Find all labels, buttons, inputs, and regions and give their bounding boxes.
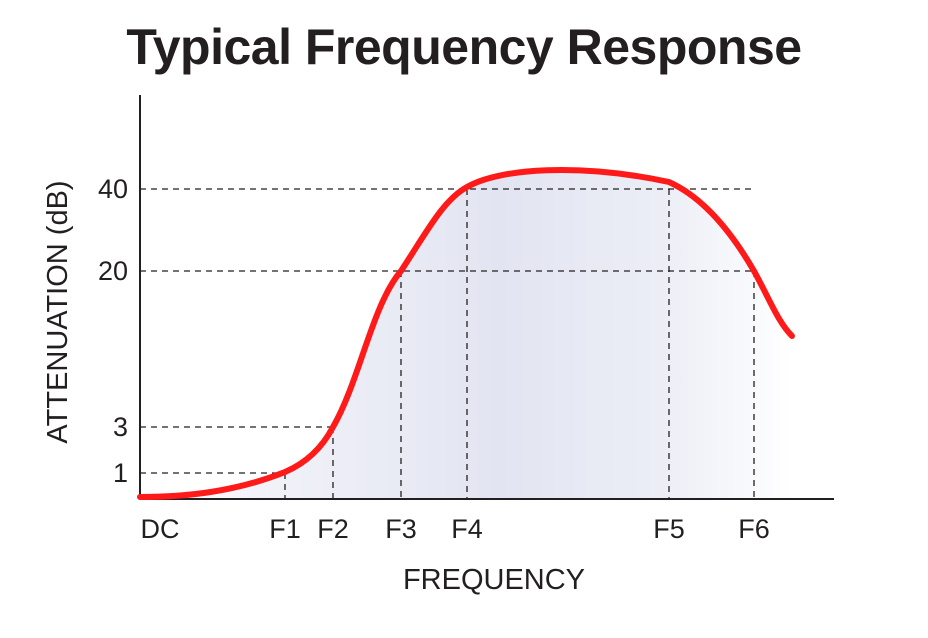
y-axis-label: ATTENUATION (dB) (42, 180, 74, 443)
x-tick-label-dc: DC (141, 514, 180, 544)
x-tick-label-f6: F6 (738, 514, 770, 544)
x-axis-label: FREQUENCY (403, 564, 585, 596)
y-tick-label-1: 1 (113, 458, 128, 488)
x-tick-label-f4: F4 (451, 514, 483, 544)
area-under-curve (140, 170, 792, 499)
y-tick-label-40: 40 (98, 174, 128, 204)
y-tick-label-20: 20 (98, 256, 128, 286)
chart-title: Typical Frequency Response (126, 19, 802, 75)
y-tick-label-3: 3 (113, 412, 128, 442)
x-tick-label-f2: F2 (317, 514, 349, 544)
x-tick-label-f5: F5 (653, 514, 685, 544)
x-tick-label-f3: F3 (385, 514, 417, 544)
response-curve (137, 167, 795, 500)
x-tick-label-f1: F1 (269, 514, 301, 544)
